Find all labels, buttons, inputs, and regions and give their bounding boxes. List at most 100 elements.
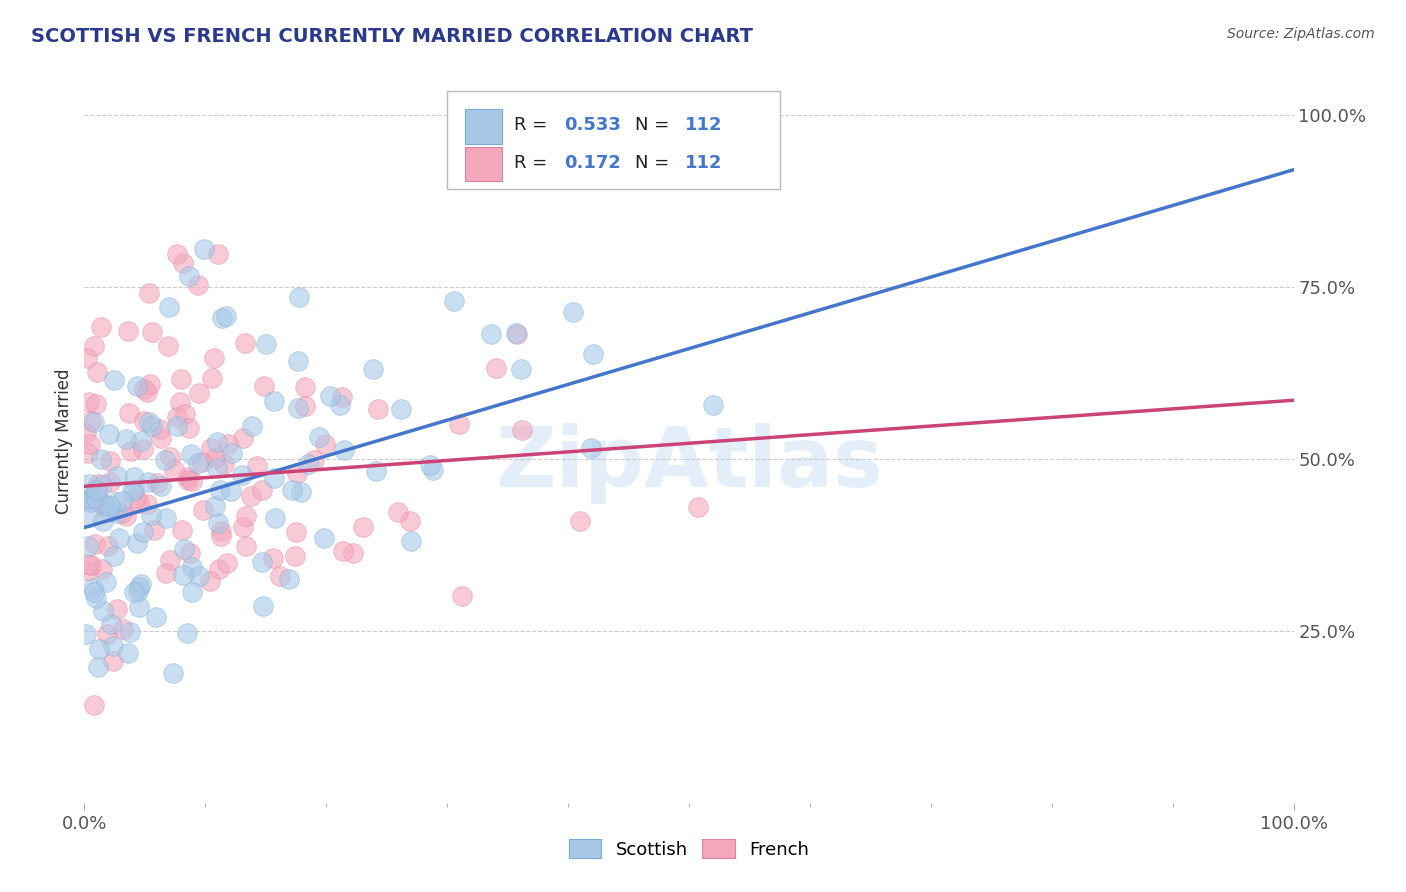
Point — [86, 365, 108, 379]
Text: N =: N = — [634, 117, 675, 135]
Point — [155, 566, 177, 581]
Point — [90, 451, 112, 466]
Point — [449, 417, 471, 432]
Point — [366, 463, 388, 477]
Point — [159, 553, 181, 567]
Point — [93, 500, 115, 514]
Point — [156, 338, 179, 352]
Point — [308, 430, 330, 444]
Legend: Scottish, French: Scottish, French — [561, 832, 817, 866]
Point — [90, 319, 112, 334]
Point — [127, 584, 149, 599]
Point — [287, 353, 309, 368]
Point — [77, 445, 100, 459]
Point — [79, 490, 101, 504]
Point — [485, 361, 508, 376]
Point — [318, 389, 340, 403]
Point — [98, 453, 121, 467]
Point — [179, 269, 201, 284]
Point — [582, 347, 605, 361]
Point — [288, 290, 311, 304]
Point — [166, 419, 188, 434]
Point — [361, 361, 384, 376]
Point — [443, 294, 465, 309]
Point — [389, 402, 412, 417]
Point — [205, 435, 228, 450]
Point — [252, 599, 274, 613]
Point — [174, 407, 197, 421]
Point — [76, 564, 98, 578]
Point — [202, 351, 225, 365]
Point — [131, 576, 153, 591]
Point — [120, 625, 142, 640]
Point — [219, 483, 242, 498]
Point — [96, 627, 118, 641]
Text: ZipAtlas: ZipAtlas — [495, 423, 883, 504]
Point — [166, 246, 188, 260]
Point — [159, 450, 181, 464]
Point — [181, 560, 204, 574]
Point — [211, 311, 233, 326]
Point — [193, 503, 215, 517]
Point — [79, 510, 101, 524]
Point — [294, 380, 316, 394]
Point — [105, 602, 128, 616]
Point — [111, 507, 134, 521]
FancyBboxPatch shape — [447, 91, 780, 189]
Point — [419, 458, 441, 473]
Y-axis label: Currently Married: Currently Married — [55, 368, 73, 515]
Text: R =: R = — [513, 154, 553, 172]
Point — [399, 533, 422, 548]
Point — [188, 569, 211, 583]
Point — [91, 604, 114, 618]
Point — [215, 309, 238, 323]
Point — [367, 401, 389, 416]
Point — [330, 390, 353, 404]
Point — [314, 531, 336, 545]
Point — [135, 384, 157, 399]
Point — [479, 327, 502, 342]
Point — [138, 415, 160, 429]
Point — [568, 514, 591, 528]
Point — [132, 414, 155, 428]
Point — [170, 523, 193, 537]
Point — [190, 455, 212, 469]
Point — [115, 432, 138, 446]
Point — [87, 490, 110, 504]
Point — [87, 660, 110, 674]
Point — [145, 476, 167, 491]
Point — [187, 456, 209, 470]
Point — [77, 476, 100, 491]
Point — [132, 442, 155, 456]
Point — [98, 505, 121, 519]
Point — [105, 468, 128, 483]
Point — [150, 431, 173, 445]
Point — [240, 418, 263, 433]
Point — [76, 351, 98, 366]
Point — [150, 479, 173, 493]
Point — [89, 641, 111, 656]
Point — [209, 524, 232, 538]
Point — [332, 544, 354, 558]
Point — [235, 539, 257, 553]
Point — [510, 423, 533, 437]
Point — [177, 469, 200, 483]
Point — [84, 483, 107, 497]
Point — [284, 525, 307, 540]
Point — [83, 585, 105, 599]
Point — [100, 617, 122, 632]
Point — [138, 376, 160, 391]
Point — [115, 509, 138, 524]
Point — [105, 506, 128, 520]
Point — [120, 444, 142, 458]
Point — [262, 551, 284, 566]
Text: SCOTTISH VS FRENCH CURRENTLY MARRIED CORRELATION CHART: SCOTTISH VS FRENCH CURRENTLY MARRIED COR… — [31, 27, 754, 45]
Bar — [465, 147, 502, 181]
Point — [172, 568, 194, 582]
Point — [193, 242, 215, 256]
Point — [269, 569, 291, 583]
Point — [105, 494, 128, 508]
Point — [205, 461, 228, 475]
Point — [702, 398, 724, 412]
Point — [232, 431, 254, 445]
